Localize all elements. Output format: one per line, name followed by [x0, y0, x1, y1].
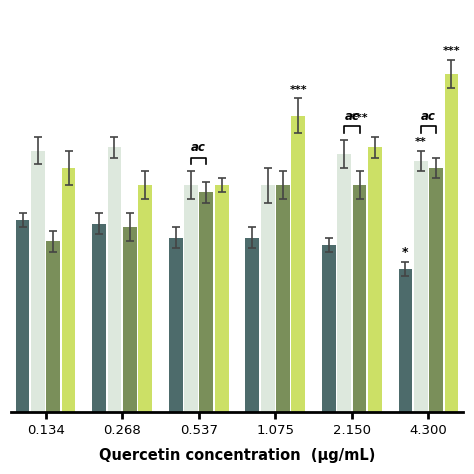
Bar — [16, 220, 29, 412]
Text: ac: ac — [191, 141, 206, 154]
Bar — [92, 224, 106, 412]
Bar — [200, 192, 213, 412]
Bar — [261, 185, 274, 412]
Bar — [368, 147, 382, 412]
Bar — [276, 185, 290, 412]
Bar — [414, 161, 428, 412]
Text: **: ** — [415, 137, 427, 147]
Text: ***: *** — [351, 113, 368, 123]
Bar — [62, 168, 75, 412]
Bar — [337, 154, 351, 412]
Bar — [46, 241, 60, 412]
Bar — [292, 116, 305, 412]
Text: ***: *** — [290, 85, 307, 95]
Bar — [399, 269, 412, 412]
Bar — [322, 245, 336, 412]
Bar — [138, 185, 152, 412]
Bar — [445, 74, 458, 412]
Bar — [123, 227, 137, 412]
Text: ***: *** — [443, 46, 460, 56]
Bar — [184, 185, 198, 412]
Bar — [215, 185, 228, 412]
Bar — [108, 147, 121, 412]
Text: *: * — [402, 246, 409, 259]
Bar — [353, 185, 366, 412]
Bar — [169, 237, 182, 412]
Text: ac: ac — [345, 109, 359, 123]
Bar — [246, 237, 259, 412]
Bar — [429, 168, 443, 412]
Text: ac: ac — [421, 109, 436, 123]
Bar — [31, 151, 45, 412]
X-axis label: Quercetin concentration  (μg/mL): Quercetin concentration (μg/mL) — [99, 448, 375, 463]
